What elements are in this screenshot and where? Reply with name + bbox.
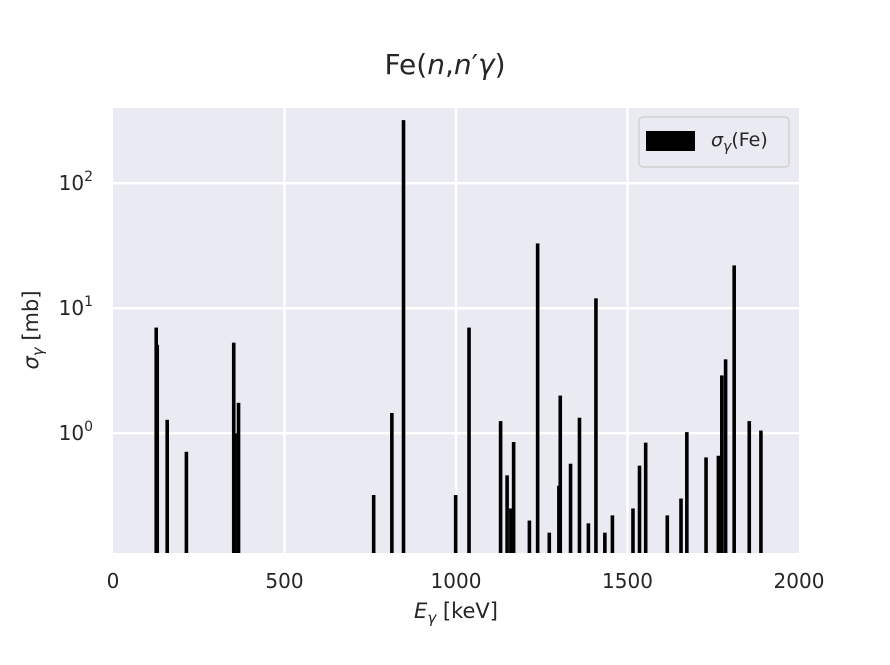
x-tick-label: 1000 <box>431 569 482 593</box>
bar <box>401 120 406 553</box>
bar <box>594 298 598 553</box>
bar <box>610 515 615 553</box>
bar <box>184 451 189 553</box>
bar <box>453 495 458 553</box>
bar <box>723 359 728 553</box>
bar <box>511 442 516 553</box>
x-tick-label: 0 <box>107 569 120 593</box>
bar <box>535 243 540 553</box>
bar <box>720 375 724 553</box>
bar <box>643 442 648 553</box>
bar <box>568 463 573 553</box>
bar <box>155 344 160 553</box>
bar <box>631 508 635 553</box>
bar <box>390 413 394 553</box>
bar <box>233 433 237 553</box>
bar <box>527 520 532 553</box>
y-tick-label: 101 <box>59 294 93 320</box>
bar <box>665 515 670 553</box>
chart-title: Fe(n,n′γ) <box>384 48 505 81</box>
bar <box>759 430 763 553</box>
bar <box>732 265 736 553</box>
x-tick-label: 500 <box>265 569 303 593</box>
x-tick-labels: 0 500 1000 1500 2000 <box>107 569 825 593</box>
y-tick-labels: 100 101 102 <box>59 169 93 445</box>
bar <box>547 532 552 553</box>
bar <box>498 421 503 553</box>
legend-swatch <box>646 131 695 151</box>
bars <box>154 120 763 553</box>
legend-box <box>638 116 790 168</box>
bar <box>747 421 752 553</box>
bar <box>637 465 642 553</box>
bar <box>558 395 563 553</box>
bar <box>685 432 689 553</box>
x-tick-label: 1500 <box>602 569 653 593</box>
y-tick-label: 102 <box>59 169 93 195</box>
bar <box>586 523 591 553</box>
x-axis-label: Eγ [keV] <box>414 599 498 627</box>
bar <box>509 508 513 553</box>
bar <box>577 417 582 553</box>
bar <box>371 495 376 553</box>
bar <box>236 402 241 553</box>
bar <box>679 498 683 553</box>
bar <box>603 532 607 553</box>
y-tick-label: 100 <box>59 419 93 445</box>
legend: σγ(Fe) <box>638 116 790 168</box>
y-axis-label: σγ [mb] <box>19 290 47 369</box>
grid <box>113 108 799 553</box>
x-tick-label: 2000 <box>774 569 825 593</box>
bar <box>704 457 708 553</box>
bar <box>467 327 471 553</box>
bar <box>505 475 509 553</box>
legend-label: σγ(Fe) <box>711 129 768 155</box>
bar <box>165 419 169 553</box>
bar <box>716 455 721 553</box>
